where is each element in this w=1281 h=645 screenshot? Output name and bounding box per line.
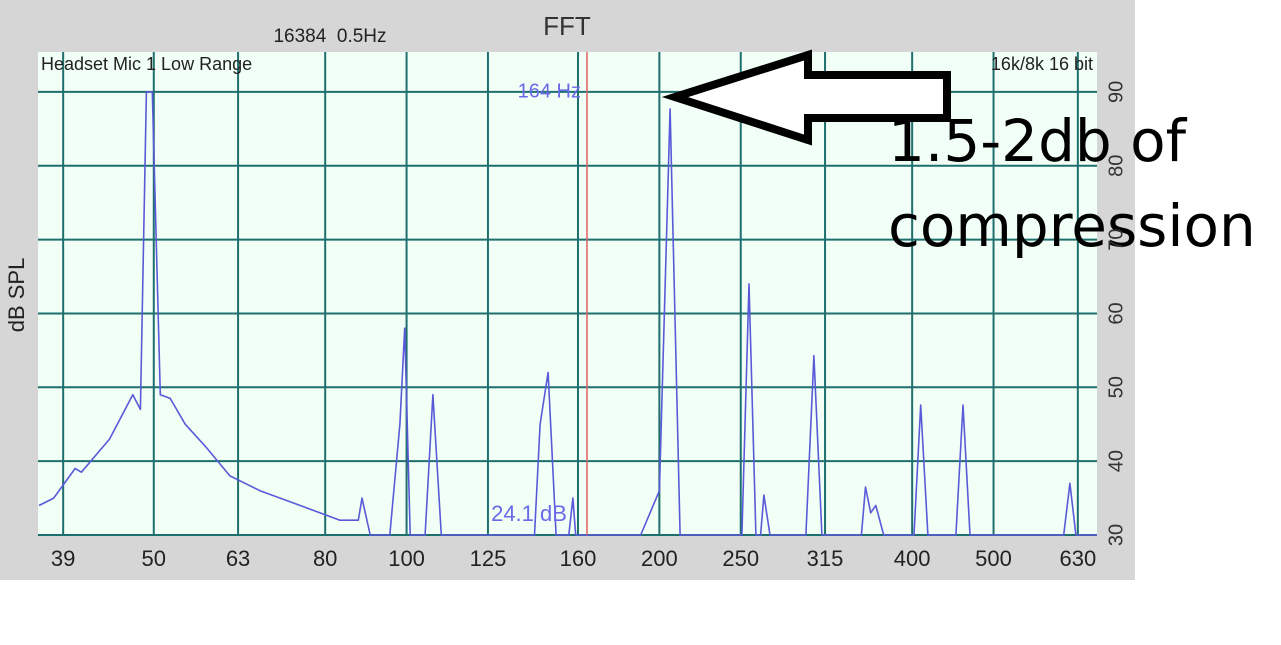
x-tick-label: 39 bbox=[51, 546, 75, 571]
y-tick-label: 90 bbox=[1105, 81, 1127, 103]
x-tick-label: 80 bbox=[313, 546, 337, 571]
x-tick-label: 125 bbox=[470, 546, 507, 571]
annotation-line: compression bbox=[888, 192, 1256, 260]
y-tick-label: 50 bbox=[1105, 376, 1127, 398]
x-tick-label: 250 bbox=[722, 546, 759, 571]
y-tick-label: 30 bbox=[1105, 524, 1127, 546]
format-label: 16k/8k 16 bit bbox=[991, 54, 1093, 74]
annotation-line: 1.5-2db of bbox=[888, 107, 1188, 175]
plot-area bbox=[38, 52, 1097, 535]
x-tick-label: 315 bbox=[807, 546, 844, 571]
x-tick-label: 50 bbox=[142, 546, 166, 571]
y-tick-label: 40 bbox=[1105, 450, 1127, 472]
y-tick-label: 60 bbox=[1105, 302, 1127, 324]
y-axis-label: dB SPL bbox=[4, 258, 29, 333]
marks bbox=[38, 52, 1097, 536]
y-tick-label: 70 bbox=[1105, 228, 1127, 250]
marker-label: 164 Hz bbox=[518, 80, 581, 102]
chart-title: FFT bbox=[543, 11, 591, 41]
arrow bbox=[661, 49, 951, 146]
readout: 24.1 dB bbox=[491, 501, 567, 526]
x-tick-label: 400 bbox=[894, 546, 931, 571]
source-label: Headset Mic 1 Low Range bbox=[41, 54, 252, 74]
x-tick-label: 630 bbox=[1059, 546, 1096, 571]
x-tick-label: 160 bbox=[560, 546, 597, 571]
y-tick-label: 80 bbox=[1105, 155, 1127, 177]
x-tick-label: 100 bbox=[388, 546, 425, 571]
x-tick-label: 200 bbox=[641, 546, 678, 571]
spectrum-line bbox=[38, 91, 1097, 536]
x-tick-label: 500 bbox=[975, 546, 1012, 571]
chart-subtitle: 16384 0.5Hz bbox=[273, 26, 386, 47]
x-tick-label: 63 bbox=[226, 546, 250, 571]
